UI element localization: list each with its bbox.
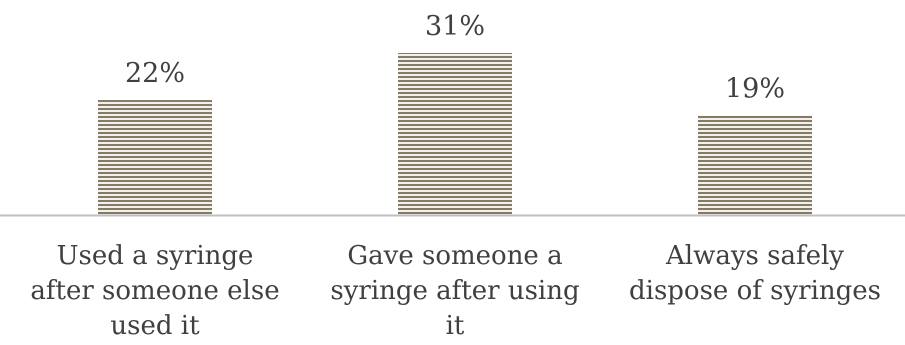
bar-1 bbox=[98, 100, 212, 215]
data-label-3: 19% bbox=[725, 74, 785, 105]
bar-3 bbox=[698, 115, 812, 215]
category-label-1: Used a syringe after someone else used it bbox=[30, 241, 279, 341]
data-label-1: 22% bbox=[125, 58, 185, 89]
bar-2 bbox=[398, 53, 512, 215]
category-label-2: Gave someone a syringe after using it bbox=[330, 241, 579, 341]
data-label-2: 31% bbox=[425, 11, 485, 42]
category-label-3: Always safely dispose of syringes bbox=[629, 241, 881, 306]
